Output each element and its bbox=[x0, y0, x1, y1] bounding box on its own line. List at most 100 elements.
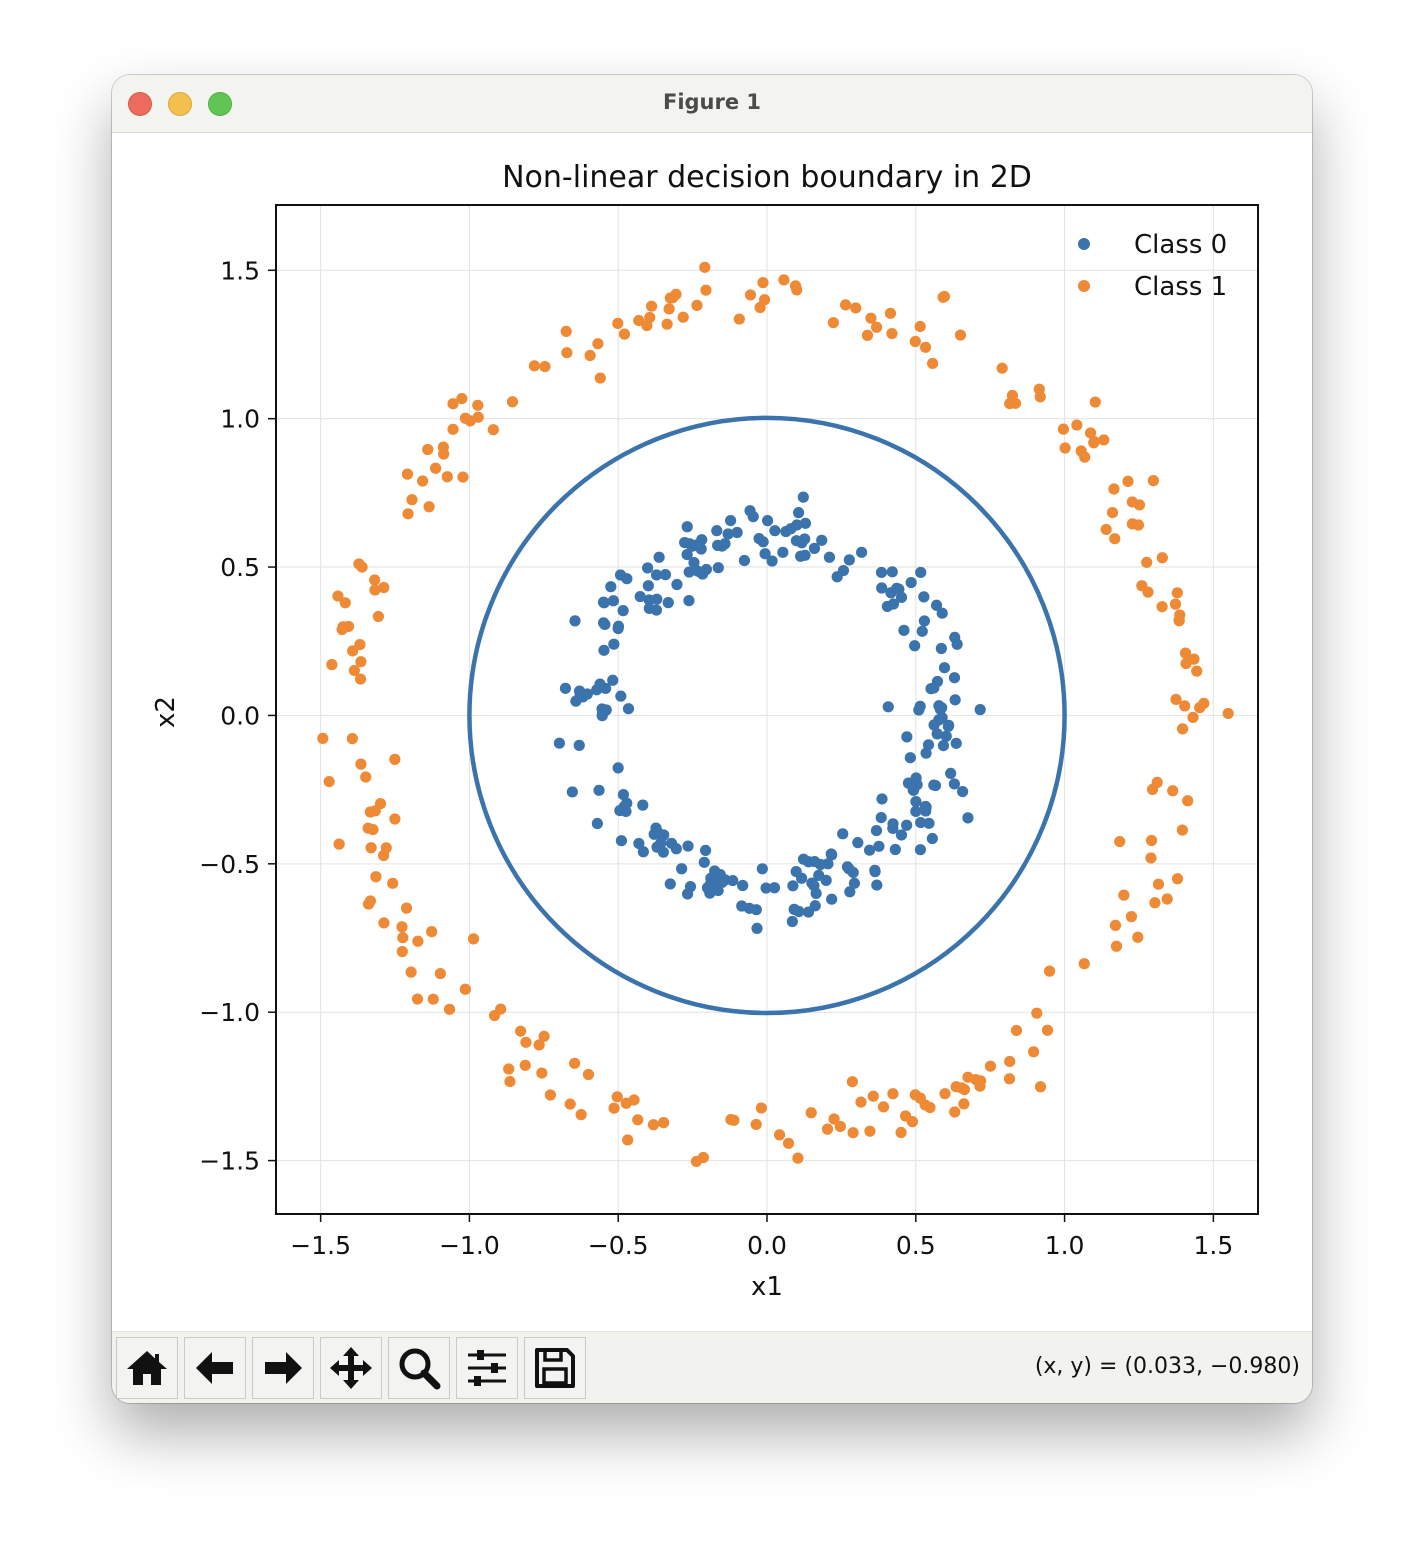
class-1-point bbox=[443, 1003, 456, 1015]
class-0-point bbox=[852, 837, 864, 849]
forward-button[interactable] bbox=[252, 1337, 314, 1399]
class-0-point bbox=[682, 840, 694, 852]
class-0-point bbox=[716, 540, 728, 552]
class-0-point bbox=[664, 878, 676, 890]
configure-subplots-button[interactable] bbox=[456, 1337, 518, 1399]
class-0-point bbox=[930, 599, 943, 611]
class-1-point bbox=[1171, 587, 1183, 599]
class-0-point bbox=[940, 730, 952, 742]
class-1-point bbox=[594, 372, 606, 384]
scatter-chart[interactable]: Non-linear decision boundary in 2D −1.5−… bbox=[112, 133, 1312, 1331]
class-0-point bbox=[910, 772, 922, 784]
class-1-point bbox=[437, 441, 449, 453]
class-1-point bbox=[333, 838, 345, 850]
class-0-point bbox=[704, 879, 716, 891]
class-1-point bbox=[791, 284, 803, 296]
class-1-point bbox=[459, 983, 471, 995]
class-0-point bbox=[956, 786, 969, 798]
class-1-point bbox=[611, 1091, 623, 1103]
minimize-button[interactable] bbox=[168, 92, 192, 116]
class-0-point bbox=[873, 840, 885, 852]
class-0-point bbox=[684, 881, 697, 893]
class-1-point bbox=[1084, 427, 1097, 439]
y-tick-label: −1.5 bbox=[199, 1147, 260, 1176]
class-0-point bbox=[651, 841, 663, 853]
figure-window: Figure 1 Non-linear decision boundary in… bbox=[112, 75, 1312, 1403]
class-0-point bbox=[731, 526, 743, 539]
class-1-point bbox=[855, 1096, 867, 1108]
class-1-point bbox=[429, 462, 442, 474]
class-0-point bbox=[831, 571, 843, 583]
class-1-point bbox=[975, 1075, 987, 1087]
class-0-point bbox=[931, 728, 943, 740]
legend-marker bbox=[1078, 238, 1090, 250]
class-0-point bbox=[910, 795, 922, 808]
class-1-point bbox=[645, 300, 658, 312]
x-tick-label: 1.5 bbox=[1193, 1231, 1233, 1260]
zoom-window-button[interactable] bbox=[208, 92, 232, 116]
class-0-point bbox=[665, 837, 678, 849]
class-1-point bbox=[1182, 795, 1194, 807]
class-0-point bbox=[615, 690, 627, 702]
class-0-point bbox=[876, 582, 888, 594]
class-1-point bbox=[355, 656, 367, 668]
class-0-point bbox=[593, 784, 605, 796]
class-1-point bbox=[1106, 506, 1119, 519]
class-1-point bbox=[834, 1120, 846, 1133]
class-1-point bbox=[1187, 711, 1199, 723]
class-1-point bbox=[618, 328, 631, 340]
class-1-point bbox=[782, 1137, 795, 1149]
class-0-point bbox=[881, 600, 893, 613]
zoom-button[interactable] bbox=[388, 1337, 450, 1399]
class-0-point bbox=[948, 672, 961, 684]
class-0-point bbox=[809, 900, 821, 912]
class-1-point bbox=[884, 307, 897, 319]
class-1-point bbox=[840, 299, 852, 311]
class-0-point bbox=[915, 816, 927, 829]
class-1-point bbox=[504, 1075, 516, 1088]
class-1-point bbox=[1004, 1055, 1016, 1068]
class-1-point bbox=[644, 311, 656, 324]
class-1-point bbox=[984, 1060, 997, 1072]
class-0-point bbox=[724, 515, 737, 527]
class-0-point bbox=[905, 576, 917, 589]
pan-button[interactable] bbox=[320, 1337, 382, 1399]
class-1-point bbox=[1149, 897, 1161, 909]
class-1-point bbox=[846, 1076, 858, 1088]
class-0-point bbox=[914, 844, 927, 856]
home-button[interactable] bbox=[116, 1337, 178, 1399]
class-1-point bbox=[1031, 1007, 1043, 1019]
class-1-point bbox=[372, 610, 385, 623]
class-1-point bbox=[1173, 615, 1185, 627]
class-1-point bbox=[658, 1117, 670, 1129]
class-0-point bbox=[617, 788, 629, 801]
save-button[interactable] bbox=[524, 1337, 586, 1399]
class-0-point bbox=[920, 747, 932, 759]
figure-canvas[interactable]: Non-linear decision boundary in 2D −1.5−… bbox=[112, 133, 1312, 1331]
class-1-point bbox=[1041, 1024, 1054, 1036]
class-1-point bbox=[1043, 965, 1056, 977]
class-1-point bbox=[400, 902, 413, 914]
home-icon bbox=[127, 1351, 167, 1385]
y-tick-label: −1.0 bbox=[199, 998, 260, 1027]
class-1-point bbox=[949, 1106, 961, 1118]
window-title: Figure 1 bbox=[662, 90, 762, 114]
class-0-point bbox=[751, 922, 763, 935]
class-1-point bbox=[661, 318, 673, 330]
class-1-point bbox=[755, 1102, 767, 1114]
class-1-point bbox=[1188, 653, 1200, 665]
class-0-point bbox=[795, 550, 807, 562]
class-1-point bbox=[1010, 1024, 1023, 1037]
class-0-point bbox=[909, 640, 921, 652]
class-1-point bbox=[886, 327, 898, 340]
class-0-point bbox=[573, 739, 585, 751]
back-button[interactable] bbox=[184, 1337, 246, 1399]
class-1-point bbox=[865, 312, 877, 324]
close-button[interactable] bbox=[128, 92, 152, 116]
class-1-point bbox=[364, 895, 376, 907]
class-1-point bbox=[487, 424, 499, 436]
class-1-point bbox=[387, 877, 399, 889]
class-1-point bbox=[1198, 697, 1210, 709]
class-0-point bbox=[895, 829, 908, 841]
class-1-point bbox=[356, 561, 368, 573]
